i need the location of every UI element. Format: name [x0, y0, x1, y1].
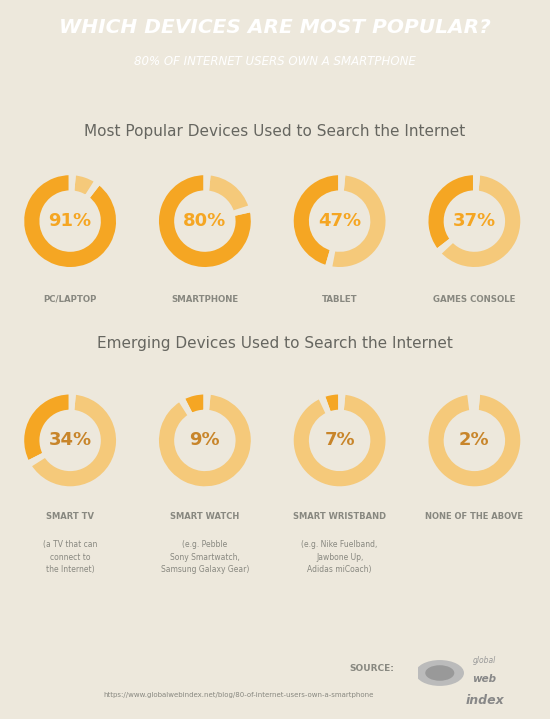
- Text: (e.g. Nike Fuelband,
Jawbone Up,
Adidas miCoach): (e.g. Nike Fuelband, Jawbone Up, Adidas …: [301, 541, 378, 574]
- Polygon shape: [0, 86, 550, 97]
- Text: SOURCE:: SOURCE:: [349, 664, 394, 673]
- Text: WHICH DEVICES ARE MOST POPULAR?: WHICH DEVICES ARE MOST POPULAR?: [59, 18, 491, 37]
- Wedge shape: [86, 181, 99, 198]
- Wedge shape: [293, 174, 340, 267]
- Wedge shape: [158, 174, 252, 268]
- Text: SMART TV: SMART TV: [46, 513, 94, 521]
- Wedge shape: [208, 174, 250, 212]
- Wedge shape: [473, 393, 474, 411]
- Wedge shape: [28, 454, 45, 466]
- Text: TABLET: TABLET: [322, 295, 358, 303]
- Circle shape: [425, 665, 454, 681]
- Wedge shape: [73, 174, 96, 196]
- Text: PC/LAPTOP: PC/LAPTOP: [43, 295, 97, 303]
- Wedge shape: [233, 206, 251, 215]
- Wedge shape: [340, 393, 344, 411]
- Wedge shape: [437, 239, 453, 254]
- Text: SMARTPHONE: SMARTPHONE: [171, 295, 239, 303]
- Text: 80% OF INTERNET USERS OWN A SMARTPHONE: 80% OF INTERNET USERS OWN A SMARTPHONE: [134, 55, 416, 68]
- Wedge shape: [158, 393, 252, 487]
- Wedge shape: [205, 174, 210, 192]
- Wedge shape: [475, 393, 479, 411]
- Text: 34%: 34%: [48, 431, 92, 449]
- Wedge shape: [440, 174, 522, 268]
- Wedge shape: [179, 398, 191, 416]
- Wedge shape: [475, 174, 479, 192]
- Wedge shape: [331, 174, 387, 268]
- Wedge shape: [320, 396, 329, 414]
- Text: 7%: 7%: [324, 431, 355, 449]
- Text: https://www.globalwebindex.net/blog/80-of-internet-users-own-a-smartphone: https://www.globalwebindex.net/blog/80-o…: [103, 692, 374, 697]
- Text: NONE OF THE ABOVE: NONE OF THE ABOVE: [425, 513, 524, 521]
- Circle shape: [416, 660, 464, 686]
- Wedge shape: [183, 393, 205, 414]
- Wedge shape: [30, 393, 117, 487]
- Wedge shape: [205, 393, 210, 411]
- Wedge shape: [70, 174, 75, 192]
- Wedge shape: [23, 174, 117, 268]
- Text: 80%: 80%: [183, 212, 227, 230]
- Text: Emerging Devices Used to Search the Internet: Emerging Devices Used to Search the Inte…: [97, 336, 453, 351]
- Wedge shape: [340, 174, 344, 192]
- Wedge shape: [323, 393, 340, 413]
- Wedge shape: [327, 249, 334, 267]
- Wedge shape: [293, 393, 387, 487]
- Wedge shape: [70, 393, 75, 411]
- Text: 47%: 47%: [318, 212, 361, 230]
- Text: Most Popular Devices Used to Search the Internet: Most Popular Devices Used to Search the …: [84, 124, 466, 139]
- Text: 91%: 91%: [48, 212, 92, 230]
- Text: 37%: 37%: [453, 212, 496, 230]
- Text: SMART WRISTBAND: SMART WRISTBAND: [293, 513, 386, 521]
- Wedge shape: [469, 393, 474, 411]
- Text: (e.g. Pebble
Sony Smartwatch,
Samsung Galaxy Gear): (e.g. Pebble Sony Smartwatch, Samsung Ga…: [161, 541, 249, 574]
- Text: index: index: [465, 694, 504, 707]
- Wedge shape: [427, 393, 521, 487]
- Text: GAMES CONSOLE: GAMES CONSOLE: [433, 295, 515, 303]
- Text: 9%: 9%: [190, 431, 220, 449]
- Text: SMART WATCH: SMART WATCH: [170, 513, 239, 521]
- Text: 2%: 2%: [459, 431, 490, 449]
- Text: global: global: [473, 656, 496, 664]
- Text: web: web: [472, 674, 497, 684]
- Text: (a TV that can
connect to
the Internet): (a TV that can connect to the Internet): [43, 541, 97, 574]
- Wedge shape: [23, 393, 70, 462]
- Wedge shape: [427, 174, 474, 250]
